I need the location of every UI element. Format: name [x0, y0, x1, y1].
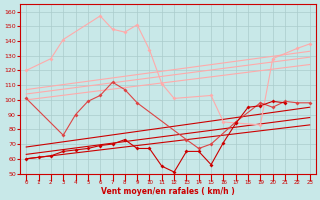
X-axis label: Vent moyen/en rafales ( km/h ): Vent moyen/en rafales ( km/h ) [101, 187, 235, 196]
